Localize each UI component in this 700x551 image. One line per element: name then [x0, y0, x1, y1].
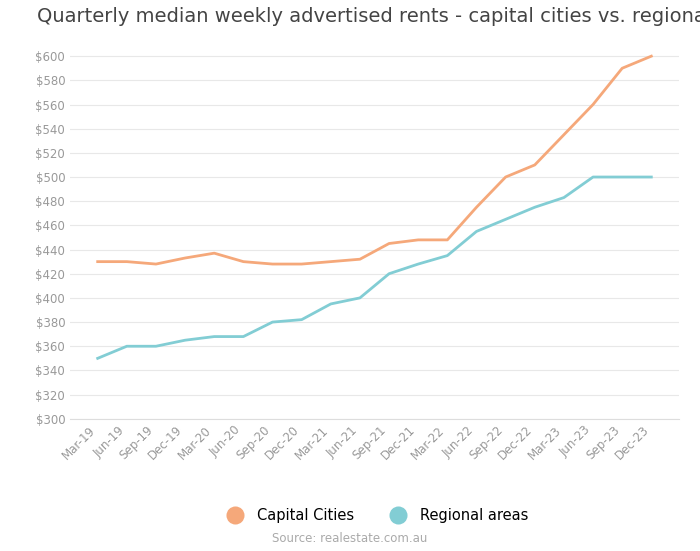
Capital Cities [443, 236, 452, 243]
Legend: Capital Cities, Regional areas: Capital Cities, Regional areas [220, 509, 528, 523]
Capital Cities [298, 261, 306, 267]
Capital Cities [210, 250, 218, 256]
Line: Capital Cities: Capital Cities [98, 56, 651, 264]
Regional areas [181, 337, 189, 343]
Regional areas [327, 301, 335, 307]
Text: Source: realestate.com.au: Source: realestate.com.au [272, 532, 428, 545]
Capital Cities [647, 53, 655, 60]
Regional areas [560, 195, 568, 201]
Regional areas [589, 174, 597, 180]
Capital Cities [531, 161, 539, 168]
Capital Cities [414, 236, 422, 243]
Capital Cities [589, 101, 597, 108]
Regional areas [210, 333, 218, 340]
Capital Cities [327, 258, 335, 265]
Regional areas [618, 174, 626, 180]
Capital Cities [181, 255, 189, 261]
Title: Quarterly median weekly advertised rents - capital cities vs. regional: Quarterly median weekly advertised rents… [37, 7, 700, 26]
Regional areas [385, 271, 393, 277]
Capital Cities [94, 258, 102, 265]
Capital Cities [473, 204, 481, 210]
Capital Cities [239, 258, 248, 265]
Capital Cities [152, 261, 160, 267]
Capital Cities [385, 240, 393, 247]
Capital Cities [122, 258, 131, 265]
Regional areas [443, 252, 452, 259]
Regional areas [152, 343, 160, 349]
Regional areas [122, 343, 131, 349]
Capital Cities [356, 256, 364, 262]
Regional areas [239, 333, 248, 340]
Capital Cities [501, 174, 510, 180]
Capital Cities [268, 261, 277, 267]
Regional areas [356, 295, 364, 301]
Regional areas [647, 174, 655, 180]
Regional areas [501, 216, 510, 223]
Capital Cities [560, 132, 568, 138]
Capital Cities [618, 65, 626, 72]
Regional areas [94, 355, 102, 361]
Line: Regional areas: Regional areas [98, 177, 651, 358]
Regional areas [268, 319, 277, 326]
Regional areas [531, 204, 539, 210]
Regional areas [298, 316, 306, 323]
Regional areas [414, 261, 422, 267]
Regional areas [473, 228, 481, 235]
